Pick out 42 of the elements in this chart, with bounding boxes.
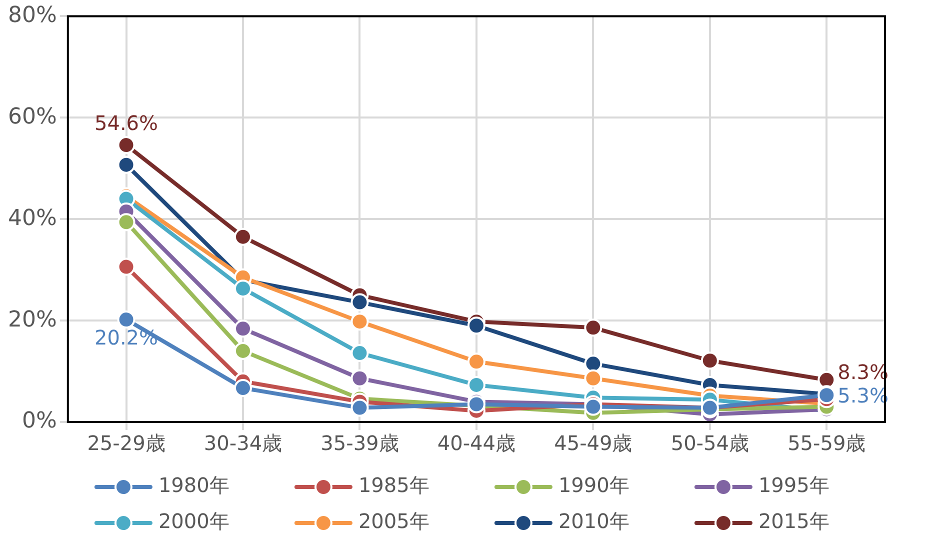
point: [467, 316, 486, 335]
x-tick-label: 55-59歳: [788, 431, 866, 456]
point: [117, 213, 136, 232]
point: [584, 369, 602, 388]
point: [234, 280, 252, 298]
point: [350, 398, 369, 417]
y-tick-label: 20%: [8, 307, 57, 332]
x-tick-label: 50-54歳: [670, 431, 749, 456]
legend-label: 2010年: [558, 509, 630, 534]
x-tick-label: 35-39歳: [320, 431, 399, 456]
point: [234, 320, 252, 338]
legend-label: 1985年: [358, 473, 430, 498]
point: [584, 318, 602, 337]
legend-label: 1995年: [758, 473, 830, 498]
legend-label: 1990年: [558, 473, 630, 498]
point: [234, 379, 252, 398]
point: [350, 344, 369, 362]
x-tick-label: 45-49歳: [554, 431, 632, 456]
point: [467, 376, 486, 394]
data-label: 54.6%: [94, 111, 158, 136]
point: [350, 293, 369, 312]
legend-label: 2000年: [158, 509, 230, 534]
point: [117, 310, 136, 329]
point: [234, 342, 252, 360]
legend-label: 2005年: [358, 509, 430, 534]
point: [117, 156, 136, 174]
point: [350, 369, 369, 388]
point: [350, 312, 369, 331]
point: [117, 136, 136, 154]
x-tick-label: 30-34歳: [204, 431, 282, 456]
x-tick-label: 25-29歳: [87, 431, 166, 456]
point: [700, 352, 719, 370]
x-tick-label: 40-44歳: [437, 431, 516, 456]
y-tick-label: 60%: [8, 104, 57, 130]
point: [234, 228, 252, 246]
y-tick-label: 80%: [8, 2, 57, 28]
y-tick-label: 0%: [22, 408, 57, 434]
legend-label: 2015年: [758, 509, 830, 534]
legend-label: 1980年: [158, 473, 230, 498]
point: [117, 258, 136, 276]
point: [467, 352, 486, 371]
y-tick-label: 40%: [8, 206, 57, 231]
